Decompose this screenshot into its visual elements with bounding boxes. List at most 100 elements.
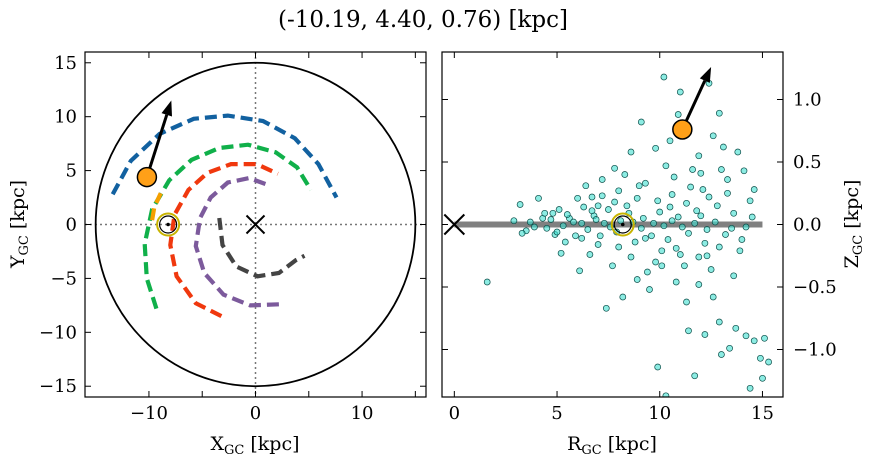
scatter-point	[615, 243, 623, 251]
scatter-point	[656, 208, 664, 216]
scatter-point	[670, 173, 678, 181]
scatter-point	[561, 238, 569, 246]
scatter-point	[654, 197, 662, 205]
y-tick-label: −5	[50, 268, 77, 289]
galactic-center-marker	[245, 214, 266, 235]
scatter-point	[683, 298, 690, 306]
scatter-point	[742, 223, 750, 231]
xy-ylabel: YGC [kpc]	[7, 180, 32, 269]
scatter-point	[703, 226, 711, 233]
y-tick-label: 0	[66, 215, 77, 236]
boundary-circle	[94, 61, 417, 388]
y-tick-label: 15	[54, 53, 77, 74]
y-tick-label: 10	[54, 107, 77, 128]
scatter-point	[746, 197, 754, 205]
scatter-point	[586, 251, 594, 258]
scatter-point	[621, 171, 629, 178]
scatter-point	[691, 372, 699, 380]
figure-title: (-10.19, 4.40, 0.76) [kpc]	[278, 7, 568, 33]
x-tick-label: 5	[551, 403, 562, 424]
scatter-point	[736, 247, 744, 255]
scatter-point	[637, 224, 645, 232]
scatter-point	[724, 176, 731, 183]
scatter-point	[543, 224, 551, 232]
scatter-point	[526, 218, 534, 226]
scatter-point	[619, 293, 627, 301]
scatter-point	[726, 344, 733, 352]
scatter-point	[615, 187, 623, 195]
scatter-point	[576, 267, 583, 275]
scatter-point	[699, 186, 707, 193]
scatter-point	[658, 247, 666, 255]
scatter-point	[633, 276, 641, 283]
sun-dot	[620, 222, 625, 227]
xy-velocity-arrow-shaft	[145, 114, 169, 178]
y-tick-label: −10	[39, 322, 77, 343]
scatter-point	[588, 193, 596, 201]
scatter-point	[658, 262, 666, 270]
scatter-point	[674, 111, 682, 118]
scatter-point	[668, 191, 676, 198]
xy-panel: −10 0 10 −15 −10 −5 0 5 10 15 XGC [kpc] YGC [kpc]	[7, 51, 427, 458]
y-tick-label: −0.5	[793, 277, 837, 298]
spiral-arm-blue	[110, 113, 339, 199]
scatter-point	[547, 216, 555, 223]
scatter-point	[738, 236, 746, 243]
xy-velocity-arrow-head	[161, 100, 172, 117]
scatter-point	[662, 162, 670, 170]
scatter-point	[664, 236, 672, 243]
scatter-point	[594, 241, 602, 248]
sun-dot	[166, 222, 170, 227]
scatter-point	[715, 243, 723, 251]
scatter-point	[637, 118, 645, 126]
sun-inner-ring	[159, 215, 178, 234]
scatter-point	[555, 206, 563, 213]
scatter-point	[697, 169, 705, 177]
scatter-point	[646, 286, 653, 293]
y-tick-label: 5	[66, 161, 77, 182]
scatter-point	[724, 189, 731, 197]
scatter-point	[703, 252, 711, 260]
scatter-point	[709, 132, 717, 140]
scatter-point	[750, 186, 758, 193]
scatter-point	[666, 203, 674, 211]
scatter-point	[654, 363, 662, 371]
scatter-point	[650, 219, 657, 227]
rz-galactic-center-marker	[443, 213, 466, 236]
scatter-point	[678, 223, 686, 231]
scatter-point	[711, 218, 719, 226]
scatter-point	[631, 238, 639, 246]
scatter-point	[588, 207, 596, 215]
scatter-point	[510, 217, 518, 225]
scatter-point	[693, 207, 701, 215]
scatter-point	[668, 217, 676, 225]
scatter-point	[718, 166, 725, 173]
scatter-point	[730, 272, 738, 280]
scatter-point	[676, 88, 684, 96]
scatter-point	[557, 249, 565, 257]
scatter-point	[691, 219, 699, 227]
scatter-point	[685, 327, 692, 335]
scatter-point	[676, 251, 684, 258]
scatter-point	[722, 231, 729, 238]
scatter-point	[681, 262, 688, 270]
scatter-point	[695, 152, 703, 160]
scatter-point	[578, 234, 586, 242]
scatter-point	[707, 266, 715, 273]
scatter-point	[541, 209, 549, 217]
scatter-point	[705, 193, 713, 201]
scatter-point	[531, 223, 538, 231]
spiral-arm-green	[142, 142, 313, 310]
spiral-arm-orange	[150, 192, 163, 221]
scatter-point	[687, 183, 694, 191]
scatter-point	[685, 229, 692, 237]
scatter-point	[580, 203, 588, 211]
scatter-point	[602, 304, 610, 312]
scatter-point	[635, 182, 643, 190]
scatter-point	[578, 219, 586, 227]
x-tick-label: 0	[250, 403, 261, 424]
scatter-point	[666, 137, 674, 145]
xy-xlabel: XGC [kpc]	[210, 433, 299, 458]
object-marker	[136, 166, 158, 188]
